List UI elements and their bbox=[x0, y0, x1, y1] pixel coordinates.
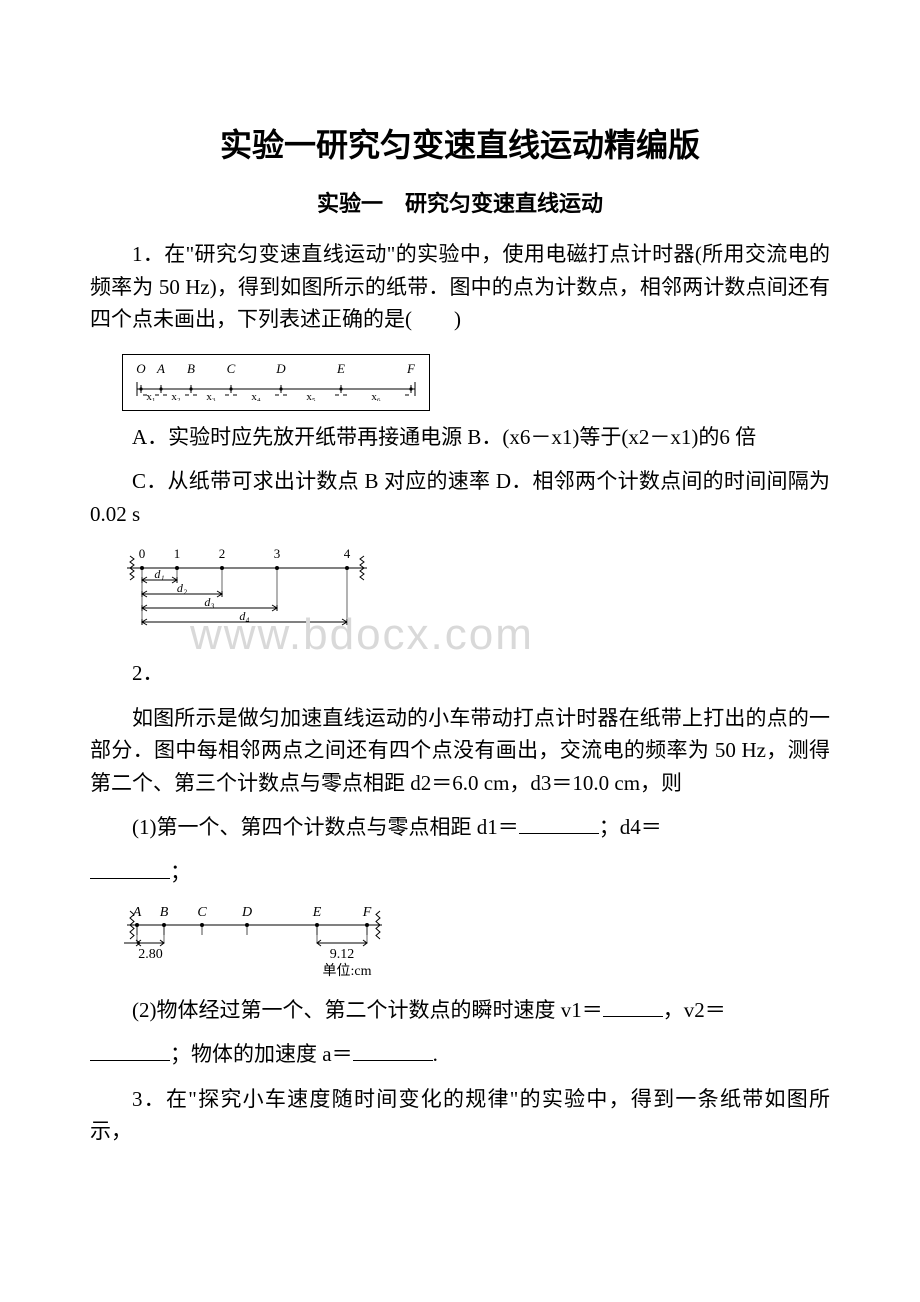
q2-figure-bottom: A B C D E F 2.80 9.12单位:cm bbox=[122, 901, 830, 984]
blank-a bbox=[353, 1040, 433, 1061]
q2-sub2-d: . bbox=[433, 1042, 438, 1066]
svg-text:x₆: x₆ bbox=[371, 391, 381, 401]
q2-figure-top: 0 1 2 3 4 d₁ d₂ d₃ d₄ bbox=[122, 542, 830, 647]
svg-text:C: C bbox=[227, 361, 236, 376]
svg-text:2: 2 bbox=[219, 546, 226, 561]
svg-text:1: 1 bbox=[174, 546, 181, 561]
q2-sub1-c: ； bbox=[170, 860, 191, 884]
q1-options-ab: A．实验时应先放开纸带再接通电源 B．(x6－x1)等于(x2－x1)的6 倍 bbox=[90, 421, 830, 454]
svg-text:F: F bbox=[362, 905, 372, 920]
blank-d1 bbox=[519, 813, 599, 834]
svg-text:A: A bbox=[156, 361, 165, 376]
q2-sub2-line2: ；物体的加速度 a＝. bbox=[90, 1038, 830, 1071]
q2-sub1-b: ；d4＝ bbox=[599, 815, 662, 839]
doc-title: 实验一研究匀变速直线运动精编版 bbox=[90, 120, 830, 166]
svg-text:d₁: d₁ bbox=[154, 567, 164, 581]
svg-text:0: 0 bbox=[139, 546, 146, 561]
svg-text:x₄: x₄ bbox=[251, 391, 261, 401]
svg-text:3: 3 bbox=[274, 546, 281, 561]
q1-stem: 1．在"研究匀变速直线运动"的实验中，使用电磁打点计时器(所用交流电的频率为 5… bbox=[90, 238, 830, 336]
q2-number: 2． bbox=[90, 657, 830, 690]
svg-text:A: A bbox=[132, 905, 142, 920]
q2-sub1-line2: ； bbox=[90, 856, 830, 889]
svg-text:x₂: x₂ bbox=[171, 391, 181, 401]
svg-text:4: 4 bbox=[344, 546, 351, 561]
svg-text:C: C bbox=[197, 905, 207, 920]
blank-d4 bbox=[90, 858, 170, 879]
svg-text:D: D bbox=[275, 361, 286, 376]
svg-text:B: B bbox=[187, 361, 195, 376]
svg-text:9.12: 9.12 bbox=[330, 947, 355, 962]
q2-sub2-c: ；物体的加速度 a＝ bbox=[170, 1042, 353, 1066]
svg-text:d₃: d₃ bbox=[204, 595, 214, 609]
q1-figure: OA B C D E Fx₁ x₂ x₃ x₄ x₅ x₆ bbox=[122, 354, 430, 411]
q3-stem: 3．在"探究小车速度随时间变化的规律"的实验中，得到一条纸带如图所示， bbox=[90, 1083, 830, 1148]
svg-text:x₃: x₃ bbox=[206, 391, 216, 401]
q2-sub2: (2)物体经过第一个、第二个计数点的瞬时速度 v1＝ ，v2＝ bbox=[90, 994, 830, 1027]
doc-subtitle: 实验一 研究匀变速直线运动 bbox=[90, 186, 830, 218]
q2-sub1: (1)第一个、第四个计数点与零点相距 d1＝ ；d4＝ bbox=[90, 811, 830, 844]
svg-text:B: B bbox=[160, 905, 169, 920]
svg-text:x₁: x₁ bbox=[146, 391, 156, 401]
svg-text:d₂: d₂ bbox=[177, 581, 187, 595]
svg-text:单位:cm: 单位:cm bbox=[323, 963, 372, 979]
q2-stem: 如图所示是做匀加速直线运动的小车带动打点计时器在纸带上打出的点的一部分．图中每相… bbox=[90, 702, 830, 800]
blank-v1 bbox=[603, 996, 663, 1017]
svg-text:O: O bbox=[136, 361, 146, 376]
blank-v2 bbox=[90, 1040, 170, 1061]
q1-options-cd: C．从纸带可求出计数点 B 对应的速率 D．相邻两个计数点间的时间间隔为 0.0… bbox=[90, 465, 830, 530]
svg-text:E: E bbox=[312, 905, 322, 920]
svg-text:F: F bbox=[406, 361, 416, 376]
q2-sub1-a: (1)第一个、第四个计数点与零点相距 d1＝ bbox=[132, 815, 519, 839]
svg-text:E: E bbox=[336, 361, 345, 376]
q2-sub2-b: ，v2＝ bbox=[663, 998, 726, 1022]
svg-text:d₄: d₄ bbox=[239, 609, 249, 623]
svg-text:2.80: 2.80 bbox=[138, 947, 163, 962]
q2-sub2-a: (2)物体经过第一个、第二个计数点的瞬时速度 v1＝ bbox=[132, 998, 603, 1022]
svg-text:x₅: x₅ bbox=[306, 391, 316, 401]
svg-text:D: D bbox=[241, 905, 252, 920]
